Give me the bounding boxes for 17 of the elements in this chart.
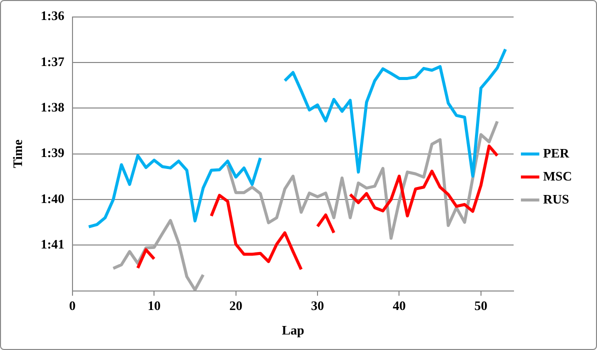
x-tick-label: 0: [69, 298, 76, 313]
y-tick-label: 1:38: [40, 99, 65, 114]
y-tick-label: 1:41: [40, 236, 64, 252]
y-tick-label: 1:40: [40, 190, 64, 206]
y-tick-label: 1:39: [40, 145, 65, 160]
legend-label: MSC: [543, 168, 572, 184]
y-tick-label: 1:36: [40, 8, 65, 24]
x-tick-label: 40: [392, 298, 406, 313]
x-axis-title: Lap: [282, 322, 304, 338]
y-axis-title: Time: [10, 139, 26, 168]
legend-label: RUS: [543, 191, 570, 206]
x-tick-label: 20: [229, 298, 242, 313]
x-tick-label: 50: [474, 298, 488, 313]
x-tick-label: 10: [148, 298, 161, 313]
legend-label: PER: [543, 145, 570, 160]
y-tick-label: 1:37: [40, 54, 65, 69]
x-tick-label: 30: [311, 298, 324, 313]
